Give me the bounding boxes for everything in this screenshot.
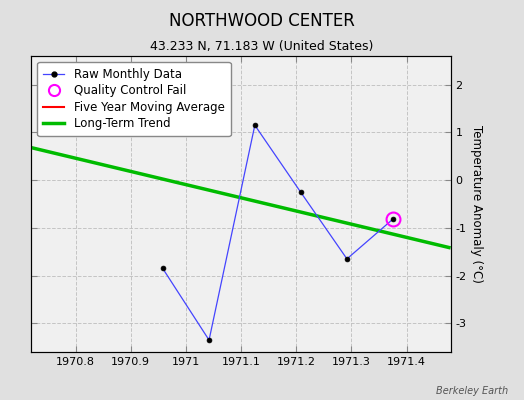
Text: Berkeley Earth: Berkeley Earth — [436, 386, 508, 396]
Legend: Raw Monthly Data, Quality Control Fail, Five Year Moving Average, Long-Term Tren: Raw Monthly Data, Quality Control Fail, … — [37, 62, 231, 136]
Text: NORTHWOOD CENTER: NORTHWOOD CENTER — [169, 12, 355, 30]
Text: 43.233 N, 71.183 W (United States): 43.233 N, 71.183 W (United States) — [150, 40, 374, 53]
Y-axis label: Temperature Anomaly (°C): Temperature Anomaly (°C) — [471, 125, 483, 283]
